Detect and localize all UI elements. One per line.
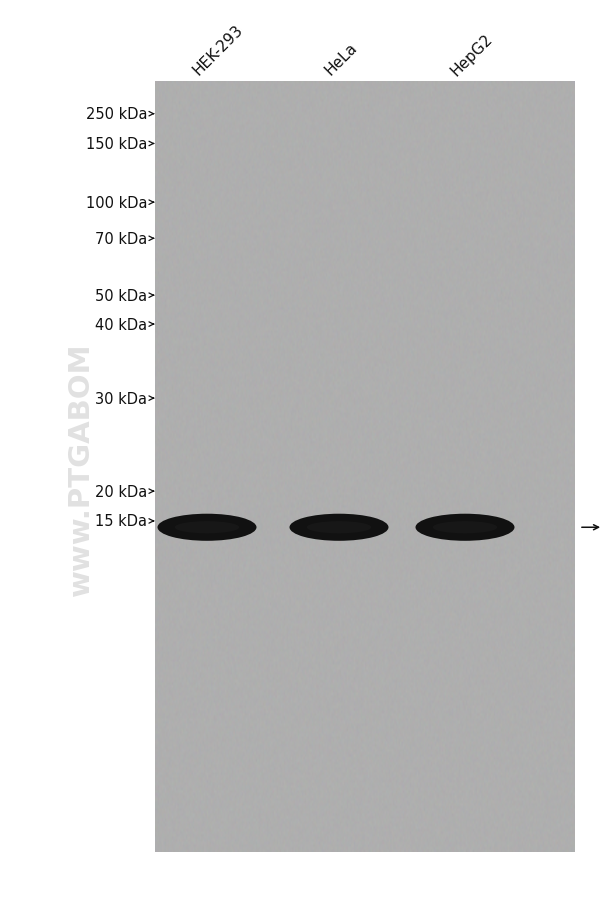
Text: 150 kDa: 150 kDa [86, 137, 147, 152]
Ellipse shape [307, 521, 371, 534]
Text: 30 kDa: 30 kDa [95, 391, 147, 406]
Text: 15 kDa: 15 kDa [95, 514, 147, 529]
Ellipse shape [415, 514, 515, 541]
Text: 40 kDa: 40 kDa [95, 318, 147, 332]
Ellipse shape [433, 521, 497, 534]
Text: 250 kDa: 250 kDa [86, 107, 147, 122]
Text: 50 kDa: 50 kDa [95, 289, 147, 303]
Text: HepG2: HepG2 [448, 31, 496, 78]
Ellipse shape [175, 521, 239, 534]
Text: www.PTGABOM: www.PTGABOM [67, 343, 95, 595]
Text: HEK-293: HEK-293 [190, 23, 247, 78]
Text: HeLa: HeLa [322, 41, 361, 78]
Ellipse shape [289, 514, 389, 541]
Text: 100 kDa: 100 kDa [86, 196, 147, 210]
Ellipse shape [157, 514, 257, 541]
Text: 20 kDa: 20 kDa [95, 484, 147, 499]
Text: 70 kDa: 70 kDa [95, 232, 147, 246]
